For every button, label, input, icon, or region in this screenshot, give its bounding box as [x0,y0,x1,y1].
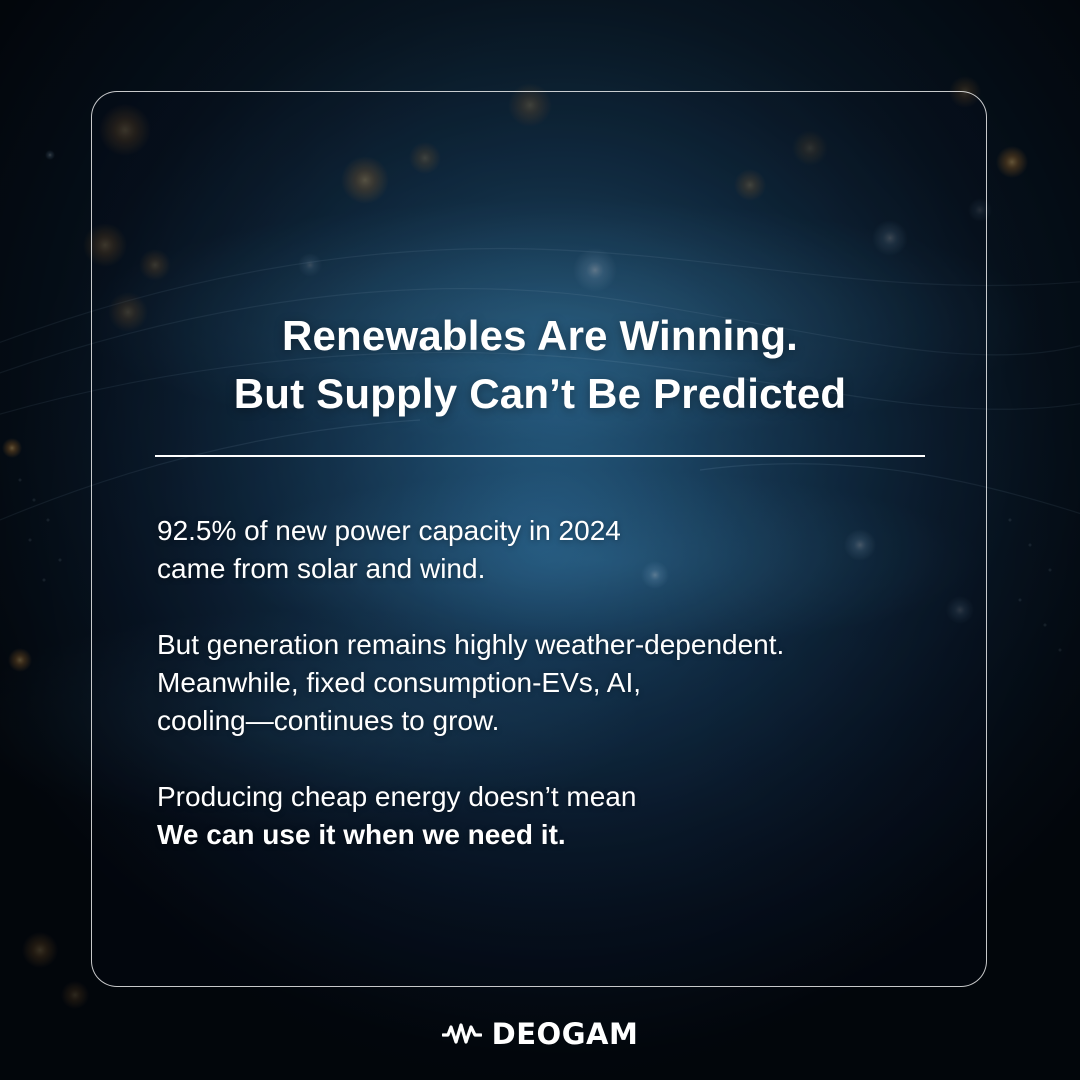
paragraph-2-line-3: cooling—continues to grow. [157,705,500,736]
paragraph-weather-dependence: But generation remains highly weather-de… [157,626,947,740]
paragraph-2-line-2: Meanwhile, fixed consumption-EVs, AI, [157,667,642,698]
headline-line-2: But Supply Can’t Be Predicted [233,370,847,417]
paragraph-1-line-2: came from solar and wind. [157,553,486,584]
paragraph-conclusion: Producing cheap energy doesn’t mean We c… [157,778,947,854]
headline-divider [155,455,925,457]
content-card [91,91,987,987]
deogam-wave-icon [441,1023,482,1044]
paragraph-3-bold-line: We can use it when we need it. [157,819,566,850]
headline-line-1: Renewables Are Winning. [281,312,799,359]
brand-name: DEOGAM [491,1017,639,1051]
paragraph-capacity-stat: 92.5% of new power capacity in 2024 came… [157,512,947,588]
paragraph-2-line-1: But generation remains highly weather-de… [157,629,785,660]
paragraph-1-line-1: 92.5% of new power capacity in 2024 [157,515,621,546]
body-copy: 92.5% of new power capacity in 2024 came… [157,512,947,892]
headline: Renewables Are Winning. But Supply Can’t… [92,307,988,423]
brand-logo: DEOGAM [0,1014,1080,1054]
paragraph-3-line-1: Producing cheap energy doesn’t mean [157,781,637,812]
